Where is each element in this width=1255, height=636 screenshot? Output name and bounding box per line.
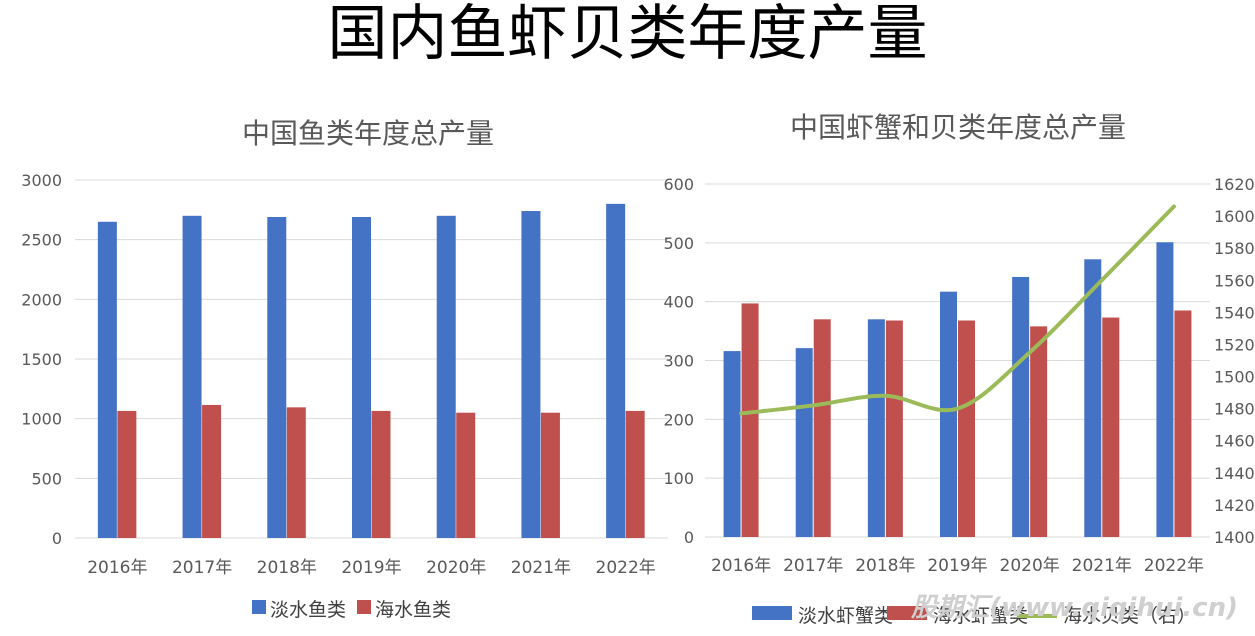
legend-label-2: 海水鱼类 <box>375 599 451 621</box>
y-tick-label: 600 <box>663 175 694 194</box>
legend-swatch-1 <box>252 600 266 614</box>
legend-label-1: 淡水虾蟹类 <box>798 605 893 627</box>
y2-tick-label: 1620 <box>1214 175 1255 194</box>
x-tick-label: 2021年 <box>511 558 571 578</box>
bar-1 <box>182 215 202 539</box>
x-tick-label: 2018年 <box>855 556 915 576</box>
y-tick-label: 100 <box>663 469 694 488</box>
y-tick-label: 1000 <box>21 410 62 429</box>
chart-title: 中国虾蟹和贝类年度总产量 <box>790 111 1126 144</box>
bar-1 <box>436 215 456 539</box>
y-tick-label: 500 <box>31 469 62 488</box>
bar-1 <box>1012 276 1030 537</box>
y2-tick-label: 1480 <box>1214 400 1255 419</box>
bar-1 <box>606 203 626 538</box>
bar-2 <box>286 407 306 538</box>
x-tick-label: 2016年 <box>711 556 771 576</box>
y2-tick-label: 1520 <box>1214 335 1255 354</box>
y-tick-label: 0 <box>684 528 694 547</box>
y-tick-label: 500 <box>663 234 694 253</box>
bar-1 <box>352 216 371 538</box>
x-tick-label: 2016年 <box>87 558 147 578</box>
y2-tick-label: 1440 <box>1214 464 1255 483</box>
y-tick-label: 300 <box>663 352 694 371</box>
x-tick-label: 2017年 <box>783 556 843 576</box>
legend-swatch-2 <box>887 606 927 620</box>
bar-2 <box>625 410 645 538</box>
y2-tick-label: 1540 <box>1214 303 1255 322</box>
y-tick-label: 200 <box>663 410 694 429</box>
x-tick-label: 2019年 <box>927 556 987 576</box>
y-tick-label: 0 <box>52 529 62 548</box>
legend-swatch-2 <box>357 600 371 614</box>
bar-1 <box>795 348 813 537</box>
x-tick-label: 2018年 <box>257 558 317 578</box>
bar-1 <box>267 216 287 538</box>
y-tick-label: 1500 <box>21 350 62 369</box>
y2-tick-label: 1580 <box>1214 239 1255 258</box>
y2-tick-label: 1420 <box>1214 496 1255 515</box>
y2-tick-label: 1600 <box>1214 207 1255 226</box>
bar-1 <box>940 291 957 537</box>
bar-2 <box>117 410 137 538</box>
x-tick-label: 2017年 <box>172 558 232 578</box>
y-tick-label: 3000 <box>21 171 62 190</box>
bar-1 <box>1084 259 1102 537</box>
y-tick-label: 400 <box>663 293 694 312</box>
bar-2 <box>371 410 391 538</box>
legend-label-1: 淡水鱼类 <box>270 599 346 621</box>
bar-1 <box>867 319 885 537</box>
bar-1 <box>723 351 741 537</box>
bar-2 <box>1102 317 1120 537</box>
bar-2 <box>885 320 903 537</box>
bar-2 <box>813 319 831 537</box>
page-title: 国内鱼虾贝类年度产量 <box>327 0 928 69</box>
bar-2 <box>741 303 759 537</box>
y-tick-label: 2000 <box>21 290 62 309</box>
legend-label-3: 海水贝类（右） <box>1063 605 1196 627</box>
y-tick-label: 2500 <box>21 231 62 250</box>
y2-tick-label: 1400 <box>1214 528 1255 547</box>
x-tick-label: 2022年 <box>596 558 656 578</box>
x-tick-label: 2022年 <box>1144 556 1204 576</box>
legend-label-2: 海水虾蟹类 <box>933 605 1028 627</box>
y2-tick-label: 1560 <box>1214 271 1255 290</box>
bar-1 <box>521 211 541 538</box>
bar-2 <box>1030 326 1048 537</box>
bar-2 <box>540 412 560 538</box>
y2-tick-label: 1500 <box>1214 368 1255 387</box>
x-tick-label: 2019年 <box>341 558 401 578</box>
x-tick-label: 2021年 <box>1072 556 1132 576</box>
bar-2 <box>958 320 975 537</box>
x-tick-label: 2020年 <box>426 558 486 578</box>
y2-tick-label: 1460 <box>1214 432 1255 451</box>
bar-2 <box>1174 310 1192 537</box>
bar-1 <box>1156 242 1174 537</box>
bar-2 <box>202 404 222 538</box>
bar-1 <box>97 221 117 538</box>
bar-2 <box>456 412 476 538</box>
chart-title: 中国鱼类年度总产量 <box>242 117 494 150</box>
watermark-text: 股期汇(www.qiqihui.cn) <box>910 593 1238 623</box>
x-tick-label: 2020年 <box>1000 556 1060 576</box>
legend-swatch-1 <box>752 606 792 620</box>
